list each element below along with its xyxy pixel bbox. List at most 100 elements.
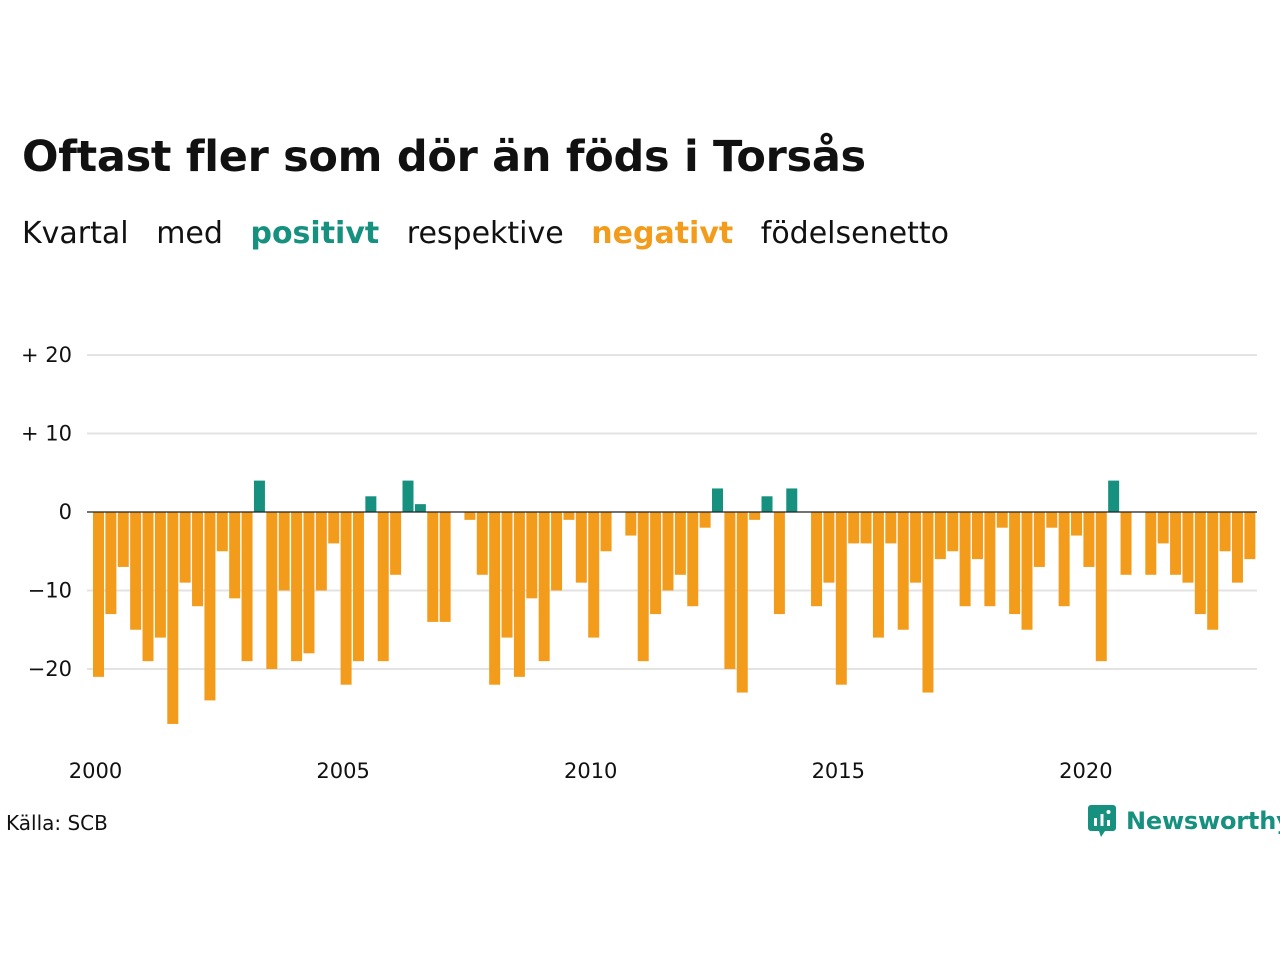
subtitle-text-3: respektive (406, 216, 564, 251)
bar-negative (1145, 512, 1157, 575)
bar-positive (253, 480, 265, 512)
subtitle-text-1: Kvartal (22, 216, 129, 251)
y-tick-label: + 20 (21, 343, 72, 367)
bar-negative (315, 512, 327, 591)
bar-positive (712, 488, 723, 512)
bar-negative (724, 512, 736, 669)
bar-negative (328, 512, 340, 544)
bar-negative (1219, 512, 1231, 552)
subtitle-text-2: med (156, 216, 223, 251)
bar-negative (1157, 512, 1169, 544)
bar-negative (947, 512, 959, 552)
brand-name: Newsworthy (1126, 807, 1280, 835)
x-tick-label: 2005 (316, 759, 369, 783)
y-tick-label: 0 (59, 500, 72, 524)
bar-negative (1244, 512, 1256, 560)
bar-negative (687, 512, 699, 607)
bar-negative (1058, 512, 1070, 607)
bar-positive (365, 496, 377, 512)
bar-negative (860, 512, 872, 544)
bar-negative (773, 512, 785, 615)
bar-negative (934, 512, 946, 560)
bar-negative (130, 512, 142, 630)
y-tick-label: + 10 (21, 422, 72, 446)
bar-negative (1194, 512, 1206, 615)
bar-negative (377, 512, 389, 662)
brand-logo: Newsworthy (1088, 803, 1280, 839)
bar-negative (811, 512, 823, 607)
bar-negative (538, 512, 550, 662)
bar-negative (1207, 512, 1219, 630)
bar-positive (402, 480, 414, 512)
bar-negative (922, 512, 934, 693)
bar-negative (179, 512, 191, 583)
chart-title: Oftast fler som dör än föds i Torsås (22, 132, 866, 182)
bar-negative (588, 512, 600, 638)
bar-negative (848, 512, 860, 544)
bar-negative (278, 512, 290, 591)
bar-negative (241, 512, 253, 662)
bar-negative (167, 512, 179, 724)
chart-subtitle: Kvartal med positivt respektive negativt… (22, 216, 967, 251)
bar-negative (625, 512, 637, 536)
bar-negative (1231, 512, 1243, 583)
bar-negative (489, 512, 501, 685)
bar-negative (1071, 512, 1083, 536)
bar-negative (303, 512, 315, 654)
bar-negative (1083, 512, 1095, 567)
bar-negative (229, 512, 241, 599)
bar-negative (1120, 512, 1132, 575)
bar-negative (439, 512, 451, 622)
bar-negative (427, 512, 439, 622)
bar-negative (105, 512, 117, 615)
bar-positive (414, 504, 426, 512)
subtitle-positive-label: positivt (250, 216, 380, 251)
bar-negative (340, 512, 352, 685)
bar-negative (390, 512, 402, 575)
bar-negative (1009, 512, 1021, 615)
bar-negative (142, 512, 154, 662)
bar-negative (117, 512, 129, 567)
bar-negative (513, 512, 525, 677)
bar-positive (761, 496, 773, 512)
bar-negative (749, 512, 761, 520)
bar-negative (464, 512, 476, 520)
bar-negative (699, 512, 711, 528)
x-tick-label: 2010 (564, 759, 617, 783)
x-tick-label: 2015 (812, 759, 865, 783)
bar-negative (551, 512, 563, 591)
bar-negative (1021, 512, 1033, 630)
bar-negative (835, 512, 847, 685)
bar-negative (910, 512, 922, 583)
bar-negative (600, 512, 612, 552)
bar-negative (352, 512, 364, 662)
bar-negative (1182, 512, 1194, 583)
x-tick-label: 2000 (69, 759, 122, 783)
bar-negative (897, 512, 909, 630)
newsworthy-logo-icon (1088, 805, 1116, 837)
source-note: Källa: SCB (6, 811, 108, 835)
bar-negative (662, 512, 674, 591)
y-tick-label: −20 (28, 657, 72, 681)
bar-negative (971, 512, 983, 560)
bar-negative (996, 512, 1008, 528)
bar-negative (192, 512, 204, 607)
bar-negative (476, 512, 488, 575)
bar-negative (885, 512, 897, 544)
bar-positive (786, 488, 798, 512)
bar-negative (1095, 512, 1107, 662)
bar-negative (736, 512, 748, 693)
bar-negative (650, 512, 662, 615)
bar-positive (1108, 480, 1120, 512)
bar-negative (204, 512, 216, 701)
bar-negative (872, 512, 884, 638)
bar-negative (266, 512, 278, 669)
bar-negative (637, 512, 649, 662)
bar-negative (216, 512, 228, 552)
bar-negative (154, 512, 166, 638)
subtitle-text-4: födelsenetto (760, 216, 949, 251)
bar-negative (291, 512, 303, 662)
x-tick-label: 2020 (1059, 759, 1112, 783)
bar-negative (959, 512, 971, 607)
subtitle-negative-label: negativt (591, 216, 734, 251)
